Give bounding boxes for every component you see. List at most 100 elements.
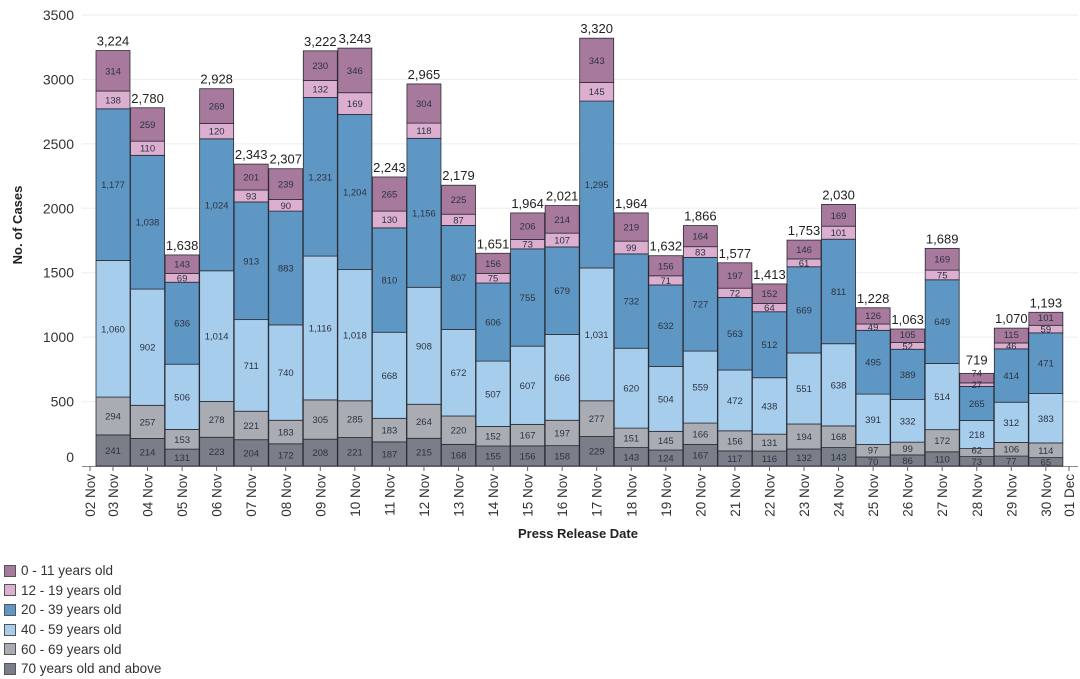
segment-label: 223: [209, 447, 225, 458]
segment-label: 187: [381, 449, 397, 460]
segment-label: 269: [209, 102, 225, 113]
total-label: 2,243: [373, 160, 406, 175]
bar-segment: [890, 398, 926, 443]
segment-label: 607: [520, 381, 536, 392]
segment-label: 259: [140, 120, 156, 131]
segment-label: 83: [695, 248, 706, 259]
segment-label: 156: [485, 259, 501, 270]
segment-label: 86: [902, 456, 913, 467]
total-label: 1,413: [753, 267, 786, 282]
segment-label: 106: [1003, 445, 1019, 456]
segment-label: 97: [868, 445, 879, 456]
segment-label: 304: [416, 99, 432, 110]
segment-label: 1,024: [205, 200, 229, 211]
segment-label: 507: [485, 389, 501, 400]
bar-13-nov: 168 220 672 807 87 225 2,179: [441, 168, 476, 467]
segment-label: 220: [451, 426, 467, 437]
segment-label: 1,156: [412, 208, 436, 219]
segment-label: 116: [762, 454, 777, 465]
legend-label: 0 - 11 years old: [21, 563, 114, 579]
bar-segment: [164, 281, 200, 365]
bar-segment: [371, 331, 407, 419]
bar-segment: [855, 393, 891, 445]
bar-segment: [95, 108, 131, 261]
segment-label: 107: [554, 236, 570, 247]
total-label: 1,193: [1030, 295, 1063, 310]
segment-label: 264: [416, 417, 432, 428]
bar-segment: [1028, 393, 1064, 444]
bar-segment: [821, 238, 856, 345]
bar-04-nov: 214 257 902 1,038 110 259 2,780: [130, 91, 165, 467]
total-label: 1,689: [926, 231, 959, 246]
bar-segment: [441, 415, 476, 445]
bar-segment: [993, 401, 1029, 443]
legend-label: 20 - 39 years old: [21, 602, 122, 618]
x-tick-label: 23 Nov: [797, 474, 812, 517]
segment-label: 126: [865, 311, 881, 322]
bar-segment: [959, 372, 995, 384]
segment-label: 155: [485, 452, 501, 463]
segment-label: 257: [140, 417, 156, 428]
segment-label: 166: [692, 429, 708, 440]
bar-segment: [337, 269, 373, 402]
bar-07-nov: 204 221 711 913 93 201 2,343: [233, 147, 269, 467]
segment-label: 1,014: [205, 332, 229, 343]
segment-label: 132: [312, 84, 328, 95]
segment-label: 153: [174, 435, 190, 446]
segment-label: 132: [796, 453, 812, 464]
bar-segment: [164, 363, 200, 430]
segment-label: 1,177: [101, 180, 125, 191]
segment-label: 620: [623, 384, 639, 395]
segment-label: 152: [762, 289, 778, 300]
segment-label: 74: [971, 369, 982, 380]
segment-label: 204: [243, 448, 259, 459]
bar-segment: [199, 436, 235, 467]
segment-label: 230: [312, 61, 328, 72]
segment-label: 636: [174, 319, 190, 330]
bar-segment: [821, 343, 856, 427]
segment-label: 164: [692, 232, 708, 243]
segment-label: 241: [105, 446, 121, 457]
segment-label: 208: [312, 448, 328, 459]
segment-label: 1,204: [343, 188, 367, 199]
y-axis-title: No. of Cases: [10, 186, 25, 265]
segment-label: 883: [278, 264, 294, 275]
segment-label: 215: [416, 448, 432, 459]
total-label: 3,222: [304, 34, 337, 49]
segment-label: 669: [796, 305, 812, 316]
legend-item: 60 - 69 years old: [4, 639, 161, 659]
segment-label: 668: [381, 371, 397, 382]
segment-label: 218: [969, 430, 985, 441]
segment-label: 52: [902, 341, 913, 352]
segment-label: 156: [658, 261, 674, 272]
bar-segment: [579, 37, 615, 83]
segment-label: 99: [902, 444, 913, 455]
segment-label: 197: [554, 428, 570, 439]
bar-segment: [786, 352, 822, 425]
segment-label: 902: [140, 343, 156, 354]
x-tick-label: 07 Nov: [244, 474, 259, 517]
x-tick-label: 13 Nov: [452, 474, 467, 517]
bar-08-nov: 172 183 740 883 90 239 2,307: [268, 152, 304, 467]
bar-segment: [406, 286, 442, 405]
segment-label: 1,060: [101, 324, 125, 335]
bars: 241 294 1,060 1,177 138 314 3,224 214 257 902 1,03…: [95, 21, 1064, 468]
segment-label: 167: [520, 431, 536, 442]
bar-segment: [717, 262, 753, 289]
bar-15-nov: 156 167 607 755 73 206 1,964: [510, 196, 546, 467]
segment-label: 64: [764, 303, 775, 314]
total-label: 1,964: [511, 196, 544, 211]
bar-12-nov: 215 264 908 1,156 118 304 2,965: [406, 67, 442, 467]
segment-label: 389: [900, 370, 916, 381]
segment-label: 438: [762, 401, 778, 412]
segment-label: 638: [831, 380, 847, 391]
segment-label: 197: [727, 271, 743, 282]
bar-segment: [199, 270, 235, 402]
segment-label: 130: [381, 215, 397, 226]
segment-label: 277: [589, 414, 605, 425]
segment-label: 169: [934, 255, 950, 266]
bar-27-nov: 110 172 514 649 75 169 1,689: [924, 231, 960, 467]
bar-segment: [613, 347, 649, 429]
segment-label: 138: [105, 95, 121, 106]
